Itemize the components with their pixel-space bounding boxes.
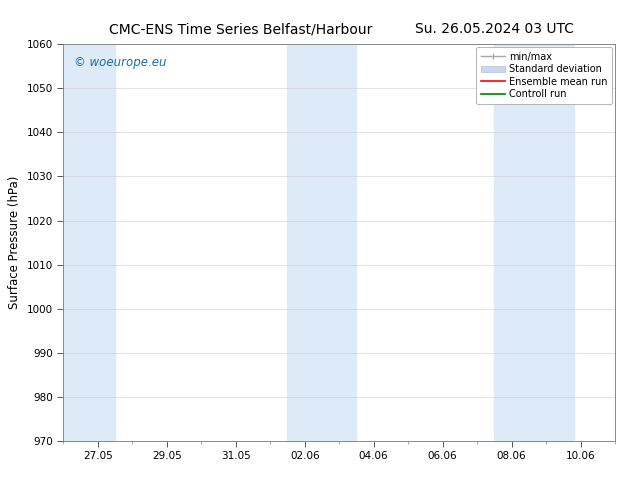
Bar xyxy=(287,44,356,441)
Bar xyxy=(495,44,574,441)
Legend: min/max, Standard deviation, Ensemble mean run, Controll run: min/max, Standard deviation, Ensemble me… xyxy=(476,47,612,104)
Text: © woeurope.eu: © woeurope.eu xyxy=(74,56,167,69)
Text: Su. 26.05.2024 03 UTC: Su. 26.05.2024 03 UTC xyxy=(415,22,574,36)
Bar xyxy=(63,44,115,441)
Y-axis label: Surface Pressure (hPa): Surface Pressure (hPa) xyxy=(8,176,21,309)
Text: CMC-ENS Time Series Belfast/Harbour: CMC-ENS Time Series Belfast/Harbour xyxy=(109,22,373,36)
